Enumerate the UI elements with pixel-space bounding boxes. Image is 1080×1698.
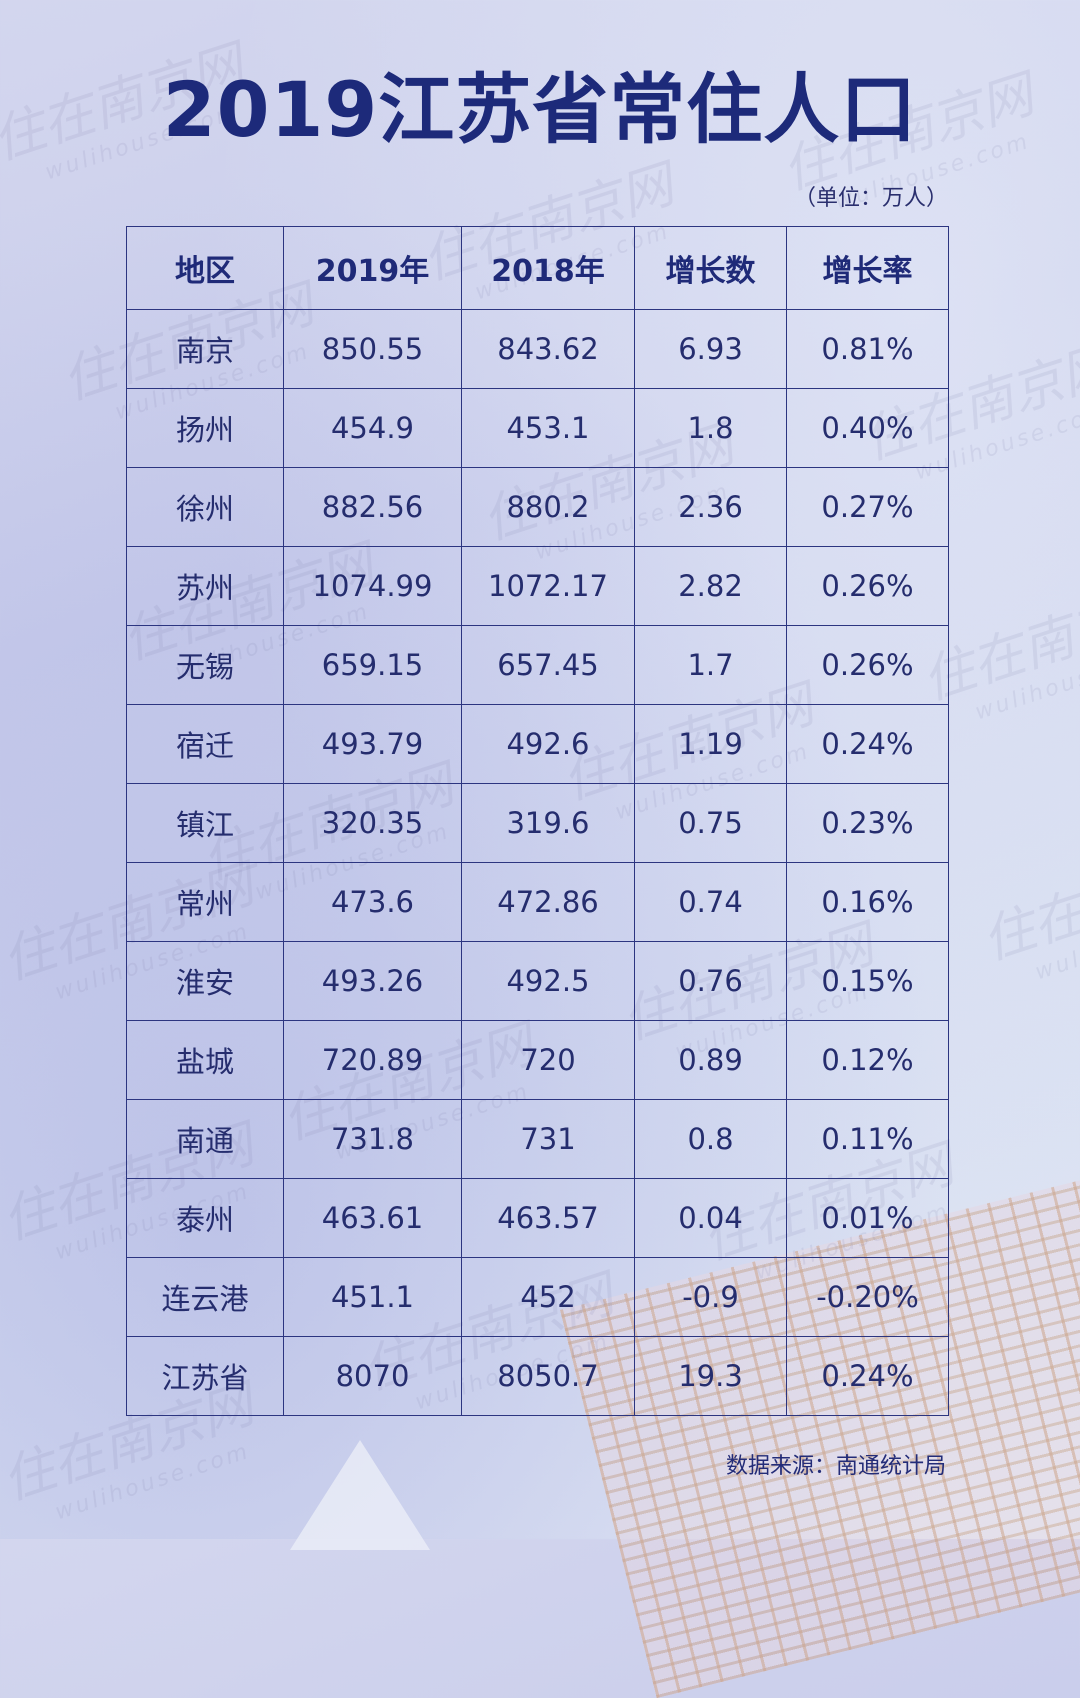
value-cell: 0.12% (786, 1020, 949, 1100)
value-cell: 1072.17 (461, 546, 635, 626)
table-row: 徐州 882.56 880.2 2.36 0.27% (126, 467, 949, 547)
value-cell: 320.35 (283, 783, 462, 863)
value-cell: 6.93 (634, 309, 787, 389)
value-cell: 0.24% (786, 1336, 949, 1416)
column-header: 地区 (126, 226, 284, 310)
value-cell: 1.7 (634, 625, 787, 705)
value-cell: 0.76 (634, 941, 787, 1021)
region-cell: 连云港 (126, 1257, 284, 1337)
value-cell: -0.20% (786, 1257, 949, 1337)
value-cell: 451.1 (283, 1257, 462, 1337)
value-cell: 472.86 (461, 862, 635, 942)
value-cell: 0.89 (634, 1020, 787, 1100)
value-cell: 473.6 (283, 862, 462, 942)
page-title: 2019江苏省常住人口 (162, 65, 918, 154)
value-cell: 0.26% (786, 625, 949, 705)
value-cell: 454.9 (283, 388, 462, 468)
value-cell: 463.57 (461, 1178, 635, 1258)
value-cell: 453.1 (461, 388, 635, 468)
table-row: 南通 731.8 731 0.8 0.11% (126, 1099, 949, 1179)
value-cell: 0.26% (786, 546, 949, 626)
value-cell: 492.5 (461, 941, 635, 1021)
table-row: 江苏省 8070 8050.7 19.3 0.24% (126, 1336, 949, 1416)
value-cell: 463.61 (283, 1178, 462, 1258)
value-cell: 731.8 (283, 1099, 462, 1179)
table-row: 泰州 463.61 463.57 0.04 0.01% (126, 1178, 949, 1258)
table-row: 宿迁 493.79 492.6 1.19 0.24% (126, 704, 949, 784)
value-cell: 720 (461, 1020, 635, 1100)
table-row: 盐城 720.89 720 0.89 0.12% (126, 1020, 949, 1100)
value-cell: 0.27% (786, 467, 949, 547)
table-row: 无锡 659.15 657.45 1.7 0.26% (126, 625, 949, 705)
value-cell: 731 (461, 1099, 635, 1179)
value-cell: 0.16% (786, 862, 949, 942)
column-header: 2018年 (461, 226, 635, 310)
value-cell: 1.19 (634, 704, 787, 784)
value-cell: 0.40% (786, 388, 949, 468)
value-cell: 0.04 (634, 1178, 787, 1258)
value-cell: 319.6 (461, 783, 635, 863)
region-cell: 淮安 (126, 941, 284, 1021)
region-cell: 南通 (126, 1099, 284, 1179)
value-cell: 0.15% (786, 941, 949, 1021)
value-cell: 2.36 (634, 467, 787, 547)
value-cell: 0.24% (786, 704, 949, 784)
region-cell: 苏州 (126, 546, 284, 626)
value-cell: 659.15 (283, 625, 462, 705)
region-cell: 徐州 (126, 467, 284, 547)
table-row: 常州 473.6 472.86 0.74 0.16% (126, 862, 949, 942)
table-row: 南京 850.55 843.62 6.93 0.81% (126, 309, 949, 389)
region-cell: 镇江 (126, 783, 284, 863)
region-cell: 盐城 (126, 1020, 284, 1100)
value-cell: 8070 (283, 1336, 462, 1416)
value-cell: 493.79 (283, 704, 462, 784)
table-row: 镇江 320.35 319.6 0.75 0.23% (126, 783, 949, 863)
value-cell: 0.23% (786, 783, 949, 863)
value-cell: 1074.99 (283, 546, 462, 626)
region-cell: 常州 (126, 862, 284, 942)
value-cell: 452 (461, 1257, 635, 1337)
unit-note: （单位：万人） (793, 186, 948, 211)
data-source: 数据来源：南通统计局 (725, 1454, 946, 1479)
value-cell: 2.82 (634, 546, 787, 626)
region-cell: 南京 (126, 309, 284, 389)
value-cell: 0.81% (786, 309, 949, 389)
value-cell: 8050.7 (461, 1336, 635, 1416)
region-cell: 江苏省 (126, 1336, 284, 1416)
table-header-row: 地区 2019年 2018年 增长数 增长率 (126, 226, 949, 310)
region-cell: 宿迁 (126, 704, 284, 784)
value-cell: 1.8 (634, 388, 787, 468)
value-cell: 720.89 (283, 1020, 462, 1100)
population-table: 地区 2019年 2018年 增长数 增长率 南京 850.55 843.62 6.93 0.8… (126, 226, 949, 1416)
value-cell: 843.62 (461, 309, 635, 389)
table-row: 苏州 1074.99 1072.17 2.82 0.26% (126, 546, 949, 626)
value-cell: -0.9 (634, 1257, 787, 1337)
value-cell: 492.6 (461, 704, 635, 784)
value-cell: 19.3 (634, 1336, 787, 1416)
table-row: 连云港 451.1 452 -0.9 -0.20% (126, 1257, 949, 1337)
value-cell: 0.01% (786, 1178, 949, 1258)
value-cell: 0.75 (634, 783, 787, 863)
column-header: 增长数 (634, 226, 787, 310)
column-header: 2019年 (283, 226, 462, 310)
value-cell: 657.45 (461, 625, 635, 705)
region-cell: 泰州 (126, 1178, 284, 1258)
value-cell: 0.74 (634, 862, 787, 942)
table-row: 淮安 493.26 492.5 0.76 0.15% (126, 941, 949, 1021)
value-cell: 0.11% (786, 1099, 949, 1179)
region-cell: 扬州 (126, 388, 284, 468)
value-cell: 493.26 (283, 941, 462, 1021)
table-row: 扬州 454.9 453.1 1.8 0.40% (126, 388, 949, 468)
value-cell: 850.55 (283, 309, 462, 389)
column-header: 增长率 (786, 226, 949, 310)
roof-image (290, 1440, 430, 1550)
value-cell: 0.8 (634, 1099, 787, 1179)
region-cell: 无锡 (126, 625, 284, 705)
value-cell: 882.56 (283, 467, 462, 547)
value-cell: 880.2 (461, 467, 635, 547)
